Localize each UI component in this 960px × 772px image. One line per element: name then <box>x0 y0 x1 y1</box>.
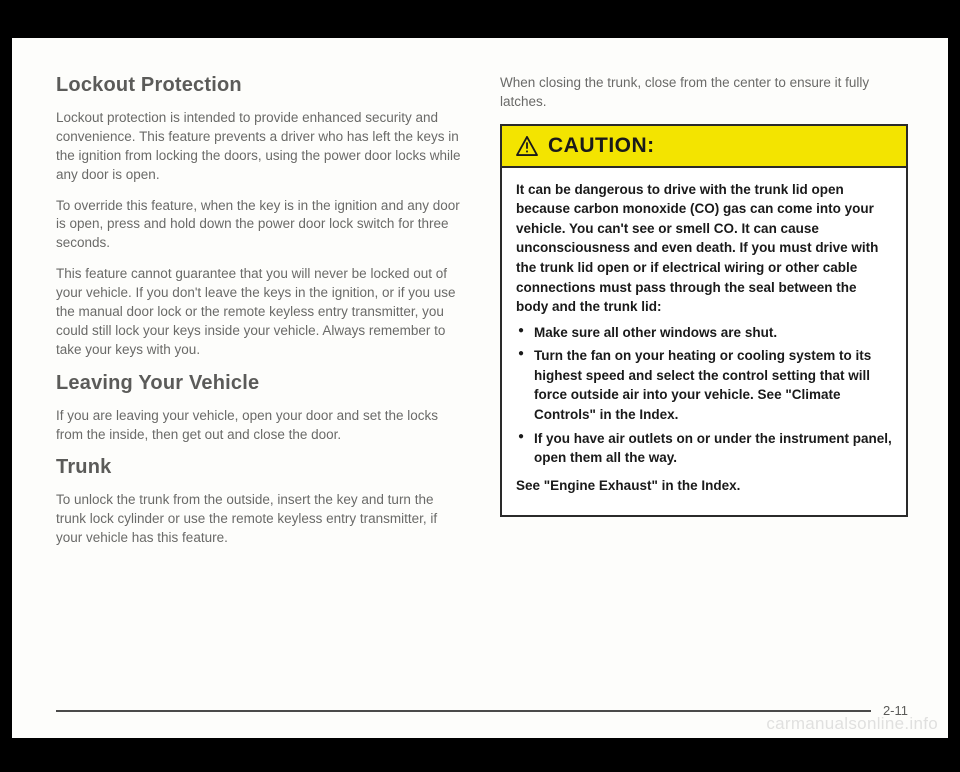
paragraph: To unlock the trunk from the outside, in… <box>56 491 464 548</box>
manual-page: Lockout Protection Lockout protection is… <box>12 38 948 738</box>
footer-rule-line <box>56 710 871 712</box>
caution-footer: See "Engine Exhaust" in the Index. <box>516 476 892 496</box>
paragraph: If you are leaving your vehicle, open yo… <box>56 407 464 445</box>
heading-lockout: Lockout Protection <box>56 74 464 97</box>
two-column-layout: Lockout Protection Lockout protection is… <box>56 74 908 683</box>
caution-body: It can be dangerous to drive with the tr… <box>502 168 906 515</box>
heading-trunk: Trunk <box>56 456 464 479</box>
left-column: Lockout Protection Lockout protection is… <box>56 74 464 683</box>
caution-box: CAUTION: It can be dangerous to drive wi… <box>500 124 908 517</box>
caution-bullet-list: Make sure all other windows are shut. Tu… <box>516 323 892 468</box>
caution-header: CAUTION: <box>502 126 906 168</box>
caution-bullet: Turn the fan on your heating or cooling … <box>534 346 892 424</box>
right-column: When closing the trunk, close from the c… <box>500 74 908 683</box>
paragraph: To override this feature, when the key i… <box>56 197 464 254</box>
paragraph: When closing the trunk, close from the c… <box>500 74 908 112</box>
heading-leaving: Leaving Your Vehicle <box>56 372 464 395</box>
paragraph: Lockout protection is intended to provid… <box>56 109 464 185</box>
watermark: carmanualsonline.info <box>766 714 938 734</box>
caution-bullet: Make sure all other windows are shut. <box>534 323 892 343</box>
paragraph: This feature cannot guarantee that you w… <box>56 265 464 359</box>
caution-bullet: If you have air outlets on or under the … <box>534 429 892 468</box>
caution-text: It can be dangerous to drive with the tr… <box>516 180 892 317</box>
caution-title: CAUTION: <box>548 134 655 158</box>
warning-triangle-icon <box>516 136 538 156</box>
